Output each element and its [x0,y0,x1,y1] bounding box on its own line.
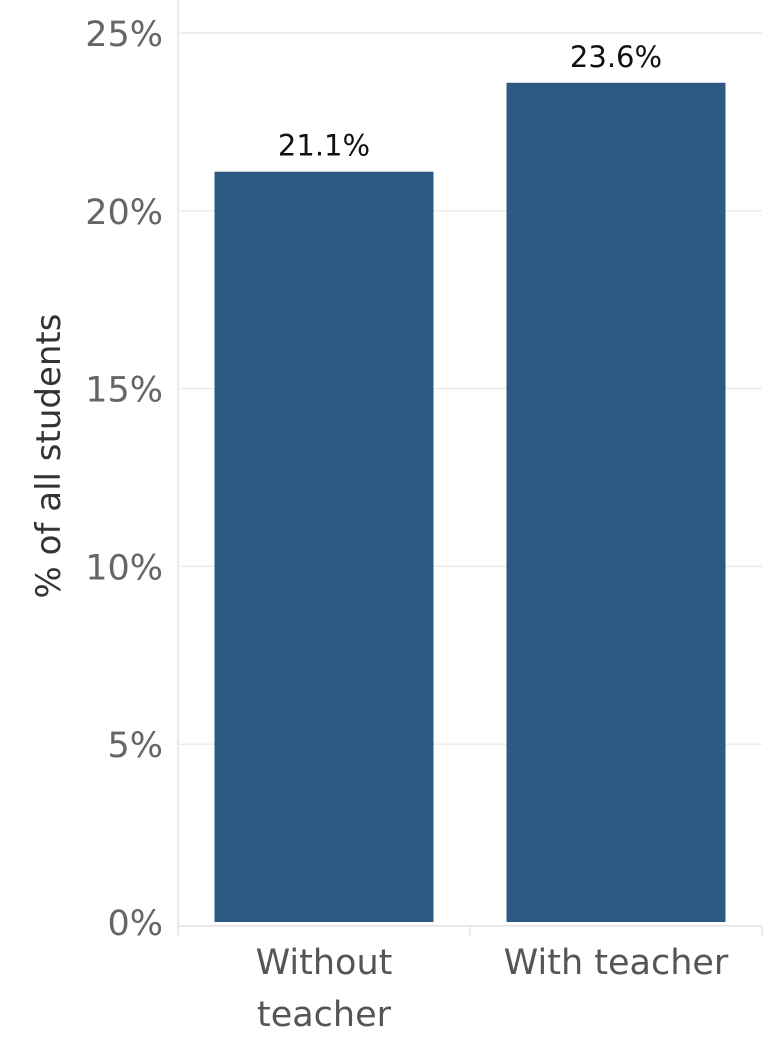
x-category-label: With teacher [504,943,729,983]
x-category-label: Without teacher [256,943,393,1035]
y-tick-label: 10% [85,548,163,588]
x-category-labels: Without teacher With teacher [256,943,729,1035]
y-axis-title: % of all students [29,314,69,599]
bars [214,82,726,922]
y-tick-label: 25% [85,15,163,55]
y-tick-label: 0% [107,904,163,944]
data-label: 21.1% [278,129,370,163]
data-labels: 21.1% 23.6% [278,40,662,163]
y-tick-label: 20% [85,193,163,233]
y-tick-labels: 0% 5% 10% 15% 20% 25% [85,15,163,944]
bar-without-teacher [214,171,434,922]
y-tick-label: 15% [85,371,163,411]
data-label: 23.6% [570,40,662,74]
y-tick-label: 5% [107,726,163,766]
bar-with-teacher [506,82,726,922]
